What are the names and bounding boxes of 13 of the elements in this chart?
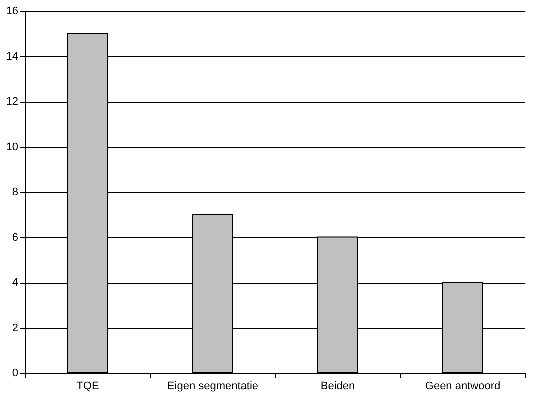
y-tick-label: 2 [12, 322, 18, 334]
y-tick-label: 12 [6, 96, 18, 108]
y-tick-label: 8 [12, 186, 18, 198]
y-tick-label: 4 [12, 277, 18, 289]
x-tick-label: TQE [76, 380, 100, 392]
y-tick-label: 16 [6, 6, 18, 18]
x-tick-label: Eigen segmentatie [167, 380, 259, 392]
y-tick-label: 6 [12, 232, 18, 244]
x-tick-label: Geen antwoord [425, 380, 501, 392]
y-tick-label: 10 [6, 141, 18, 154]
y-tick-label: 0 [12, 368, 18, 380]
y-tick-label: 14 [6, 50, 18, 63]
x-tick-label: Beiden [320, 380, 356, 392]
